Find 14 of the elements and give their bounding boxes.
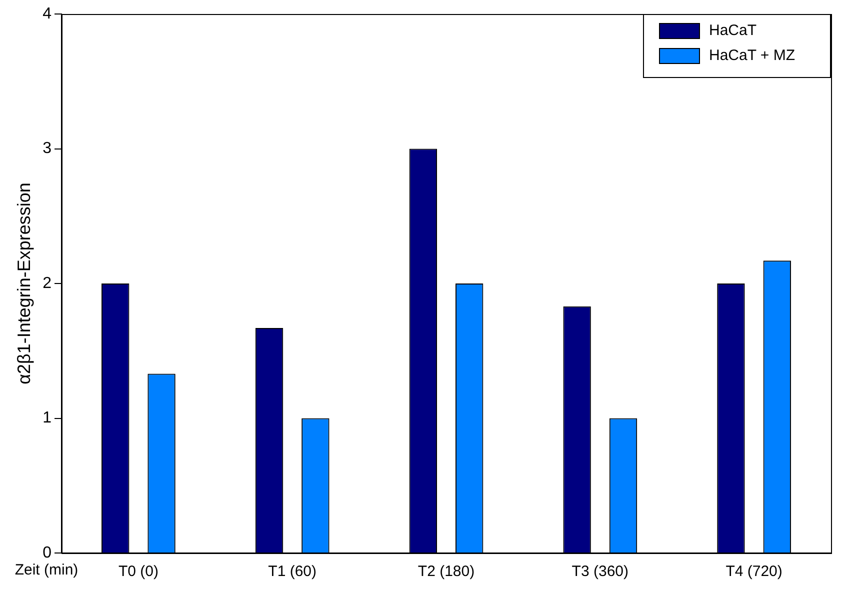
x-tick-label: T4 (720) xyxy=(726,563,782,580)
y-tick-label: 0 xyxy=(42,544,52,562)
y-tick-label: 3 xyxy=(42,140,52,158)
legend-label: HaCaT + MZ xyxy=(709,47,795,64)
x-tick-label: T3 (360) xyxy=(572,563,628,580)
x-axis-title: Zeit (min) xyxy=(14,562,78,579)
y-tick-label: 2 xyxy=(42,274,52,292)
x-tick-label: T2 (180) xyxy=(418,563,475,580)
y-tick-label: 4 xyxy=(42,5,52,22)
x-tick-label: T1 (60) xyxy=(268,563,317,580)
y-axis-title: α2β1-Integrin-Expression xyxy=(14,182,34,384)
legend-label: HaCaT xyxy=(709,22,757,40)
y-tick-label: 1 xyxy=(42,410,52,427)
x-tick-label: T0 (0) xyxy=(118,563,158,580)
